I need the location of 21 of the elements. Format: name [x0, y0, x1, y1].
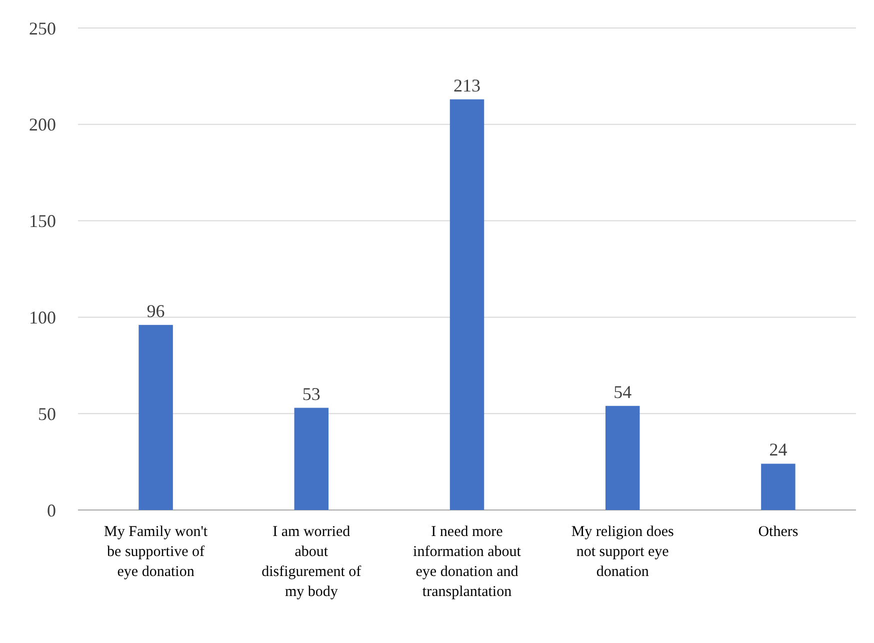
x-tick-label: My Family won't be supportive of eye donation	[104, 524, 208, 580]
data-label: 213	[454, 75, 480, 96]
y-tick-label: 0	[47, 500, 56, 520]
x-tick-label: Others	[758, 524, 798, 540]
bar	[138, 324, 173, 510]
bar	[450, 99, 484, 510]
data-label: 24	[769, 440, 788, 460]
y-tick-label: 200	[29, 114, 56, 135]
data-label: 54	[614, 382, 632, 402]
data-label: 53	[302, 384, 320, 404]
y-tick-label: 150	[29, 211, 56, 232]
x-tick-label: My religion does not support eye donation	[571, 524, 674, 580]
data-label: 96	[146, 300, 165, 321]
bar	[294, 408, 329, 510]
bar	[605, 406, 640, 510]
y-tick-label: 100	[29, 308, 56, 328]
x-tick-label: I need more information about eye donation and transplantation	[413, 524, 522, 600]
y-tick-label: 250	[29, 18, 56, 38]
x-tick-label: I am worried about disfigurement of my body	[262, 524, 362, 600]
y-tick-label: 50	[38, 404, 56, 424]
bar	[761, 464, 796, 510]
